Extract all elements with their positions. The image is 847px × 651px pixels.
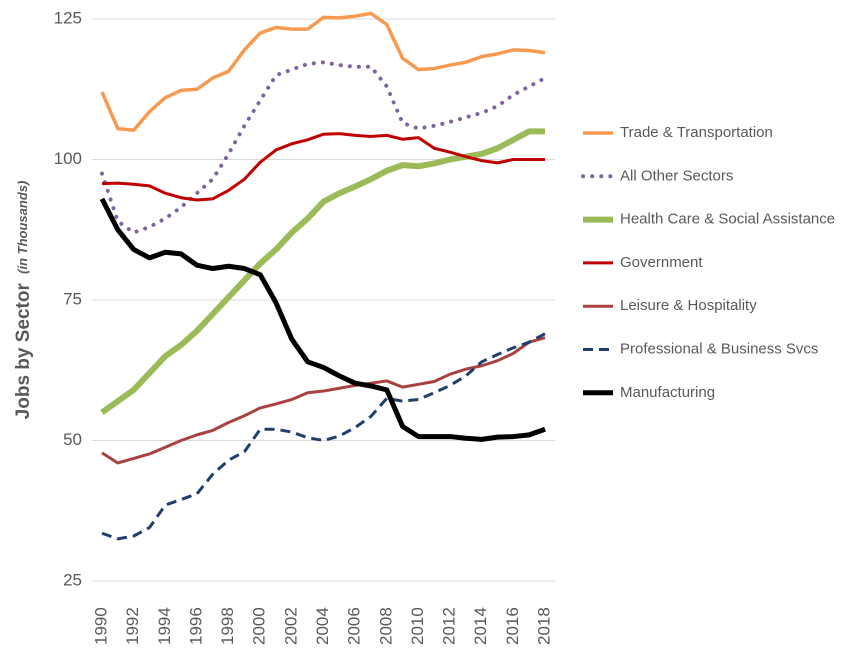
legend-label: Trade & Transportation: [620, 124, 773, 141]
series-line: [101, 332, 546, 541]
y-axis-note: (in Thousands): [15, 181, 30, 274]
legend-label: Leisure & Hospitality: [620, 297, 757, 314]
x-tick-label: 2018: [534, 607, 553, 645]
x-tick-label: 2000: [250, 607, 269, 645]
y-tick-label: 100: [54, 149, 82, 168]
x-tick-label: 1996: [186, 607, 205, 645]
x-tick-label: 2010: [408, 607, 427, 645]
series-line: [99, 197, 546, 442]
y-tick-label: 75: [63, 289, 82, 308]
legend-label: Manufacturing: [620, 384, 715, 401]
legend-label: All Other Sectors: [620, 167, 733, 184]
x-tick-label: 1992: [123, 607, 142, 645]
y-axis-label: Jobs by Sector (in Thousands): [13, 181, 34, 420]
x-tick-label: 2004: [313, 607, 332, 645]
x-tick-label: 1998: [218, 607, 237, 645]
x-tick-label: 2016: [503, 607, 522, 645]
x-tick-label: 2008: [376, 607, 395, 645]
legend-label: Professional & Business Svcs: [620, 340, 818, 357]
series-line: [100, 11, 546, 133]
x-tick-label: 1994: [155, 607, 174, 645]
legend-label: Health Care & Social Assistance: [620, 211, 835, 228]
y-tick-label: 25: [63, 570, 82, 589]
x-tick-label: 2012: [440, 607, 459, 645]
x-tick-label: 1990: [91, 607, 110, 645]
x-tick-label: 2006: [345, 607, 364, 645]
series-line: [100, 128, 545, 415]
legend-label: Government: [620, 254, 703, 271]
y-axis-title: Jobs by Sector: [13, 283, 34, 420]
series-line: [101, 336, 546, 465]
x-tick-label: 2014: [471, 607, 490, 645]
y-tick-label: 50: [63, 430, 82, 449]
series-line: [100, 60, 547, 235]
y-tick-label: 125: [54, 8, 82, 27]
x-tick-label: 2002: [281, 607, 300, 645]
series-line: [101, 132, 545, 202]
